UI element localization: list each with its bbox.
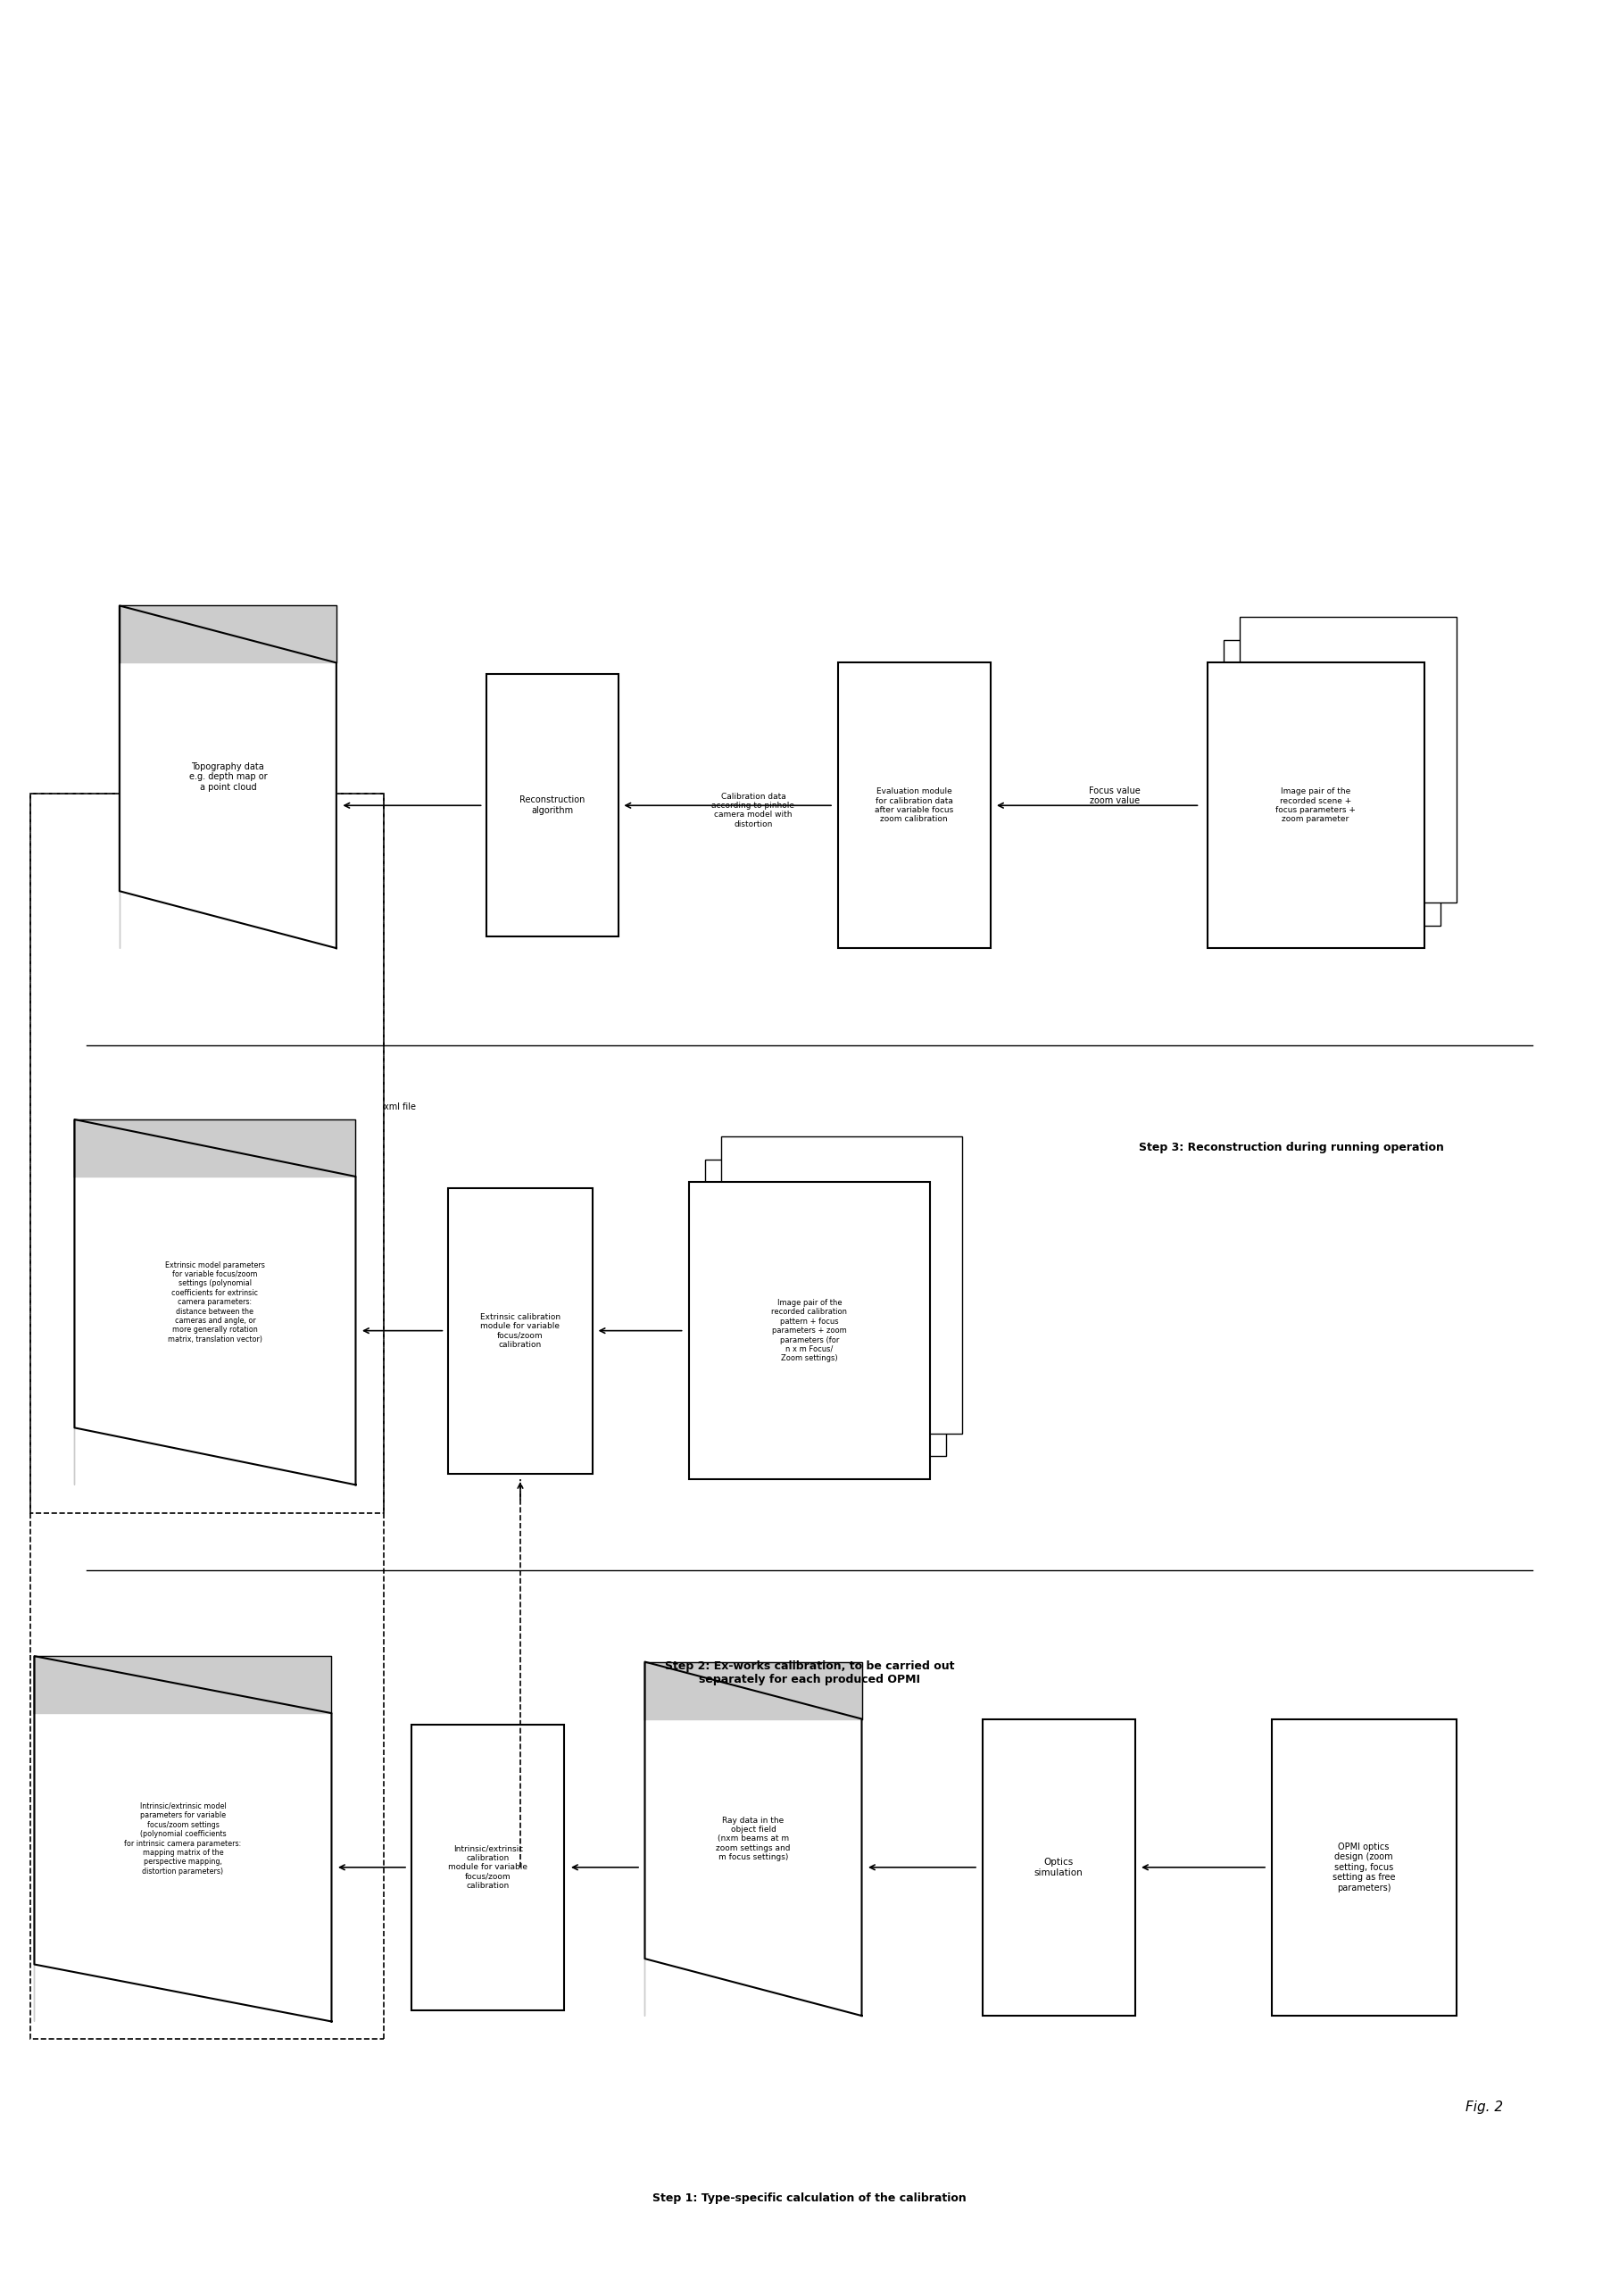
Bar [1224,641,1439,925]
Bar [31,794,384,1513]
Bar [690,1182,929,1479]
Text: Extrinsic model parameters
for variable focus/zoom
settings (polynomial
coeffici: Extrinsic model parameters for variable … [165,1261,266,1343]
Text: Step 1: Type-specific calculation of the calibration: Step 1: Type-specific calculation of the… [652,2193,967,2204]
Bar [720,1137,962,1433]
Polygon shape [120,606,337,664]
Polygon shape [34,1655,332,2020]
Text: Image pair of the
recorded calibration
pattern + focus
parameters + zoom
paramet: Image pair of the recorded calibration p… [772,1300,847,1362]
Bar [983,1720,1135,2016]
Text: Optics
simulation: Optics simulation [1035,1857,1083,1876]
Text: Step 2: Ex-works calibration, to be carried out
separately for each produced OPM: Step 2: Ex-works calibration, to be carr… [665,1660,954,1685]
Text: Reconstruction
algorithm: Reconstruction algorithm [520,797,584,815]
Text: Fig. 2: Fig. 2 [1465,2101,1502,2115]
Text: Focus value
zoom value: Focus value zoom value [1090,785,1140,806]
Bar [411,1724,565,2009]
Text: Evaluation module
for calibration data
after variable focus
zoom calibration: Evaluation module for calibration data a… [874,788,954,824]
Text: Calibration data
according to pinhole
camera model with
distortion: Calibration data according to pinhole ca… [712,792,795,829]
Bar [1208,664,1425,948]
Text: OPMI optics
design (zoom
setting, focus
setting as free
parameters): OPMI optics design (zoom setting, focus … [1332,1841,1396,1892]
Polygon shape [644,1662,861,1720]
Text: xml file: xml file [384,1102,416,1111]
Text: Image pair of the
recorded scene +
focus parameters +
zoom parameter: Image pair of the recorded scene + focus… [1276,788,1355,824]
Bar [448,1187,593,1474]
Bar [1271,1720,1455,2016]
Text: Topography data
e.g. depth map or
a point cloud: Topography data e.g. depth map or a poin… [189,762,267,792]
Text: Step 3: Reconstruction during running operation: Step 3: Reconstruction during running op… [1138,1141,1444,1155]
Polygon shape [644,1662,861,2016]
Polygon shape [74,1120,356,1176]
Text: Intrinsic/extrinsic
calibration
module for variable
focus/zoom
calibration: Intrinsic/extrinsic calibration module f… [448,1844,528,1890]
Bar [487,675,618,937]
Bar [31,794,384,2039]
Text: Extrinsic calibration
module for variable
focus/zoom
calibration: Extrinsic calibration module for variabl… [481,1313,560,1348]
Bar [1239,618,1455,902]
Polygon shape [120,606,337,948]
Polygon shape [74,1120,356,1486]
Text: Ray data in the
object field
(nxm beams at m
zoom settings and
m focus settings): Ray data in the object field (nxm beams … [716,1816,790,1862]
Bar [837,664,991,948]
Polygon shape [34,1655,332,1713]
Text: Intrinsic/extrinsic model
parameters for variable
focus/zoom settings
(polynomia: Intrinsic/extrinsic model parameters for… [125,1802,241,1876]
Bar [704,1159,945,1456]
